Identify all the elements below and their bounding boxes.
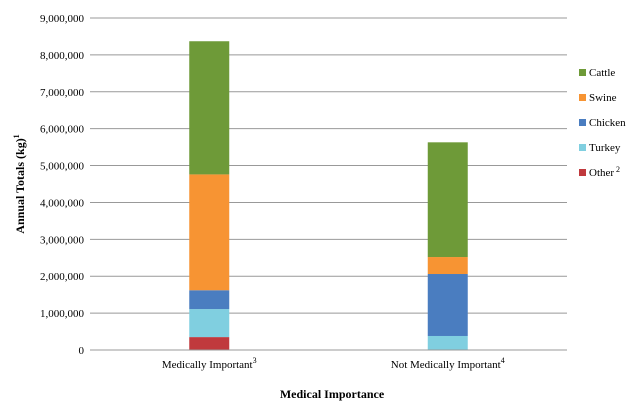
bar-segment-turkey [427,335,468,350]
legend: Cattle Swine Chicken Turkey Other 2 [579,67,626,179]
y-tick-label: 7,000,000 [40,87,85,99]
bar-segment-swine [427,257,468,275]
legend-swatch [579,69,586,76]
y-tick-label: 5,000,000 [40,161,85,173]
y-tick-label: 6,000,000 [40,124,85,136]
legend-label: Chicken [589,117,626,129]
y-tick-label: 3,000,000 [40,234,85,246]
legend-item-swine: Swine [579,92,617,104]
y-axis-title-sup: 1 [12,134,21,138]
bar-segment-cattle [189,41,230,175]
y-tick-label: 0 [79,345,85,357]
bar-segment-chicken [427,274,468,336]
y-axis-ticks: 0 1,000,000 2,000,000 3,000,000 4,000,000 5,0… [40,13,85,357]
bar-segment-chicken [189,290,230,310]
y-tick-label: 1,000,000 [40,308,85,320]
legend-label: Other 2 [589,165,620,179]
legend-swatch [579,94,586,101]
y-tick-label: 8,000,000 [40,50,85,62]
legend-item-cattle: Cattle [579,67,615,79]
y-tick-label: 4,000,000 [40,197,85,209]
legend-swatch [579,144,586,151]
x-tick-label: Medically Important3 [162,356,257,371]
y-axis-title-text: Annual Totals (kg) [13,138,27,233]
bar-segment-other [189,337,230,350]
bar-segment-swine [189,174,230,291]
gridlines [90,17,567,314]
legend-label: Turkey [589,142,621,154]
legend-swatch [579,119,586,126]
y-tick-label: 9,000,000 [40,13,85,25]
x-axis-ticks: Medically Important3 Not Medically Import… [162,356,505,371]
legend-item-turkey: Turkey [579,142,621,154]
y-axis-title: Annual Totals (kg)1 [12,134,27,233]
y-tick-label: 2,000,000 [40,271,85,283]
legend-label: Swine [589,92,617,104]
bar-segment-turkey [189,309,230,338]
legend-label: Cattle [589,67,615,79]
legend-item-other: Other 2 [579,165,620,179]
bar-segment-cattle [427,142,468,258]
x-axis-title: Medical Importance [280,387,385,401]
legend-swatch [579,169,586,176]
legend-item-chicken: Chicken [579,117,626,129]
x-tick-label: Not Medically Important4 [391,356,505,371]
bars [189,41,468,350]
